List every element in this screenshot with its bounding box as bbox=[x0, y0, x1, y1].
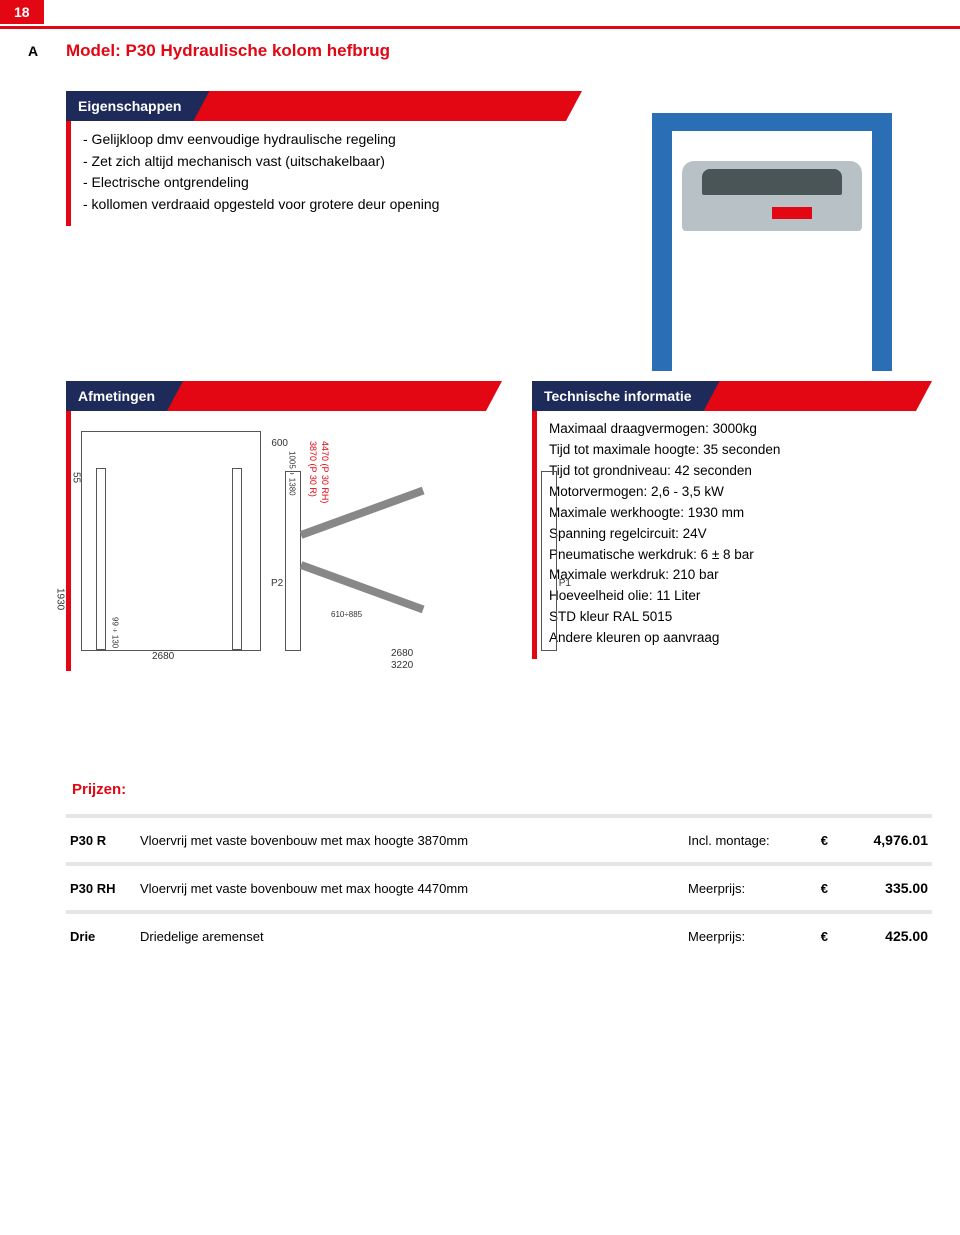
section-letter: A bbox=[28, 41, 56, 59]
prices-section: Prijzen: P30 R Vloervrij met vaste boven… bbox=[66, 781, 932, 952]
tech-line: Maximale werkdruk: 210 bar bbox=[549, 565, 920, 586]
dim-label: 610÷885 bbox=[331, 609, 362, 621]
lift-post-left bbox=[652, 131, 672, 371]
lift-post-right bbox=[872, 131, 892, 371]
dimensions-heading: Afmetingen bbox=[66, 381, 183, 411]
dim-label: P2 bbox=[271, 576, 283, 592]
brand-tag bbox=[772, 207, 812, 219]
price-divider bbox=[66, 814, 932, 818]
feature-item: - Electrische ontgrendeling bbox=[83, 172, 570, 194]
dim-label: 4470 (P 30 RH) bbox=[317, 441, 331, 503]
dim-label: P1 bbox=[559, 576, 571, 592]
page-title: Model: P30 Hydraulische kolom hefbrug bbox=[66, 41, 932, 61]
price-code: P30 R bbox=[70, 833, 140, 848]
price-label: Incl. montage: bbox=[688, 833, 808, 848]
dim-label: 99÷130 bbox=[108, 617, 120, 648]
top-rule bbox=[0, 26, 960, 29]
tech-line: Pneumatische werkdruk: 6 ± 8 bar bbox=[549, 545, 920, 566]
tech-body: Maximaal draagvermogen: 3000kg Tijd tot … bbox=[532, 411, 932, 659]
page-number-box: 18 bbox=[0, 0, 44, 24]
price-label: Meerprijs: bbox=[688, 881, 808, 896]
tech-line: Tijd tot maximale hoogte: 35 seconden bbox=[549, 440, 920, 461]
price-currency: € bbox=[808, 929, 828, 944]
dim-label: 1930 bbox=[52, 588, 68, 610]
prices-heading: Prijzen: bbox=[66, 781, 932, 798]
price-value: 4,976.01 bbox=[828, 832, 928, 848]
dim-label: 55 bbox=[68, 472, 84, 483]
dim-label: 2680 bbox=[152, 649, 174, 665]
price-value: 425.00 bbox=[828, 928, 928, 944]
tech-line: Spanning regelcircuit: 24V bbox=[549, 524, 920, 545]
price-currency: € bbox=[808, 881, 828, 896]
car-silhouette bbox=[682, 161, 862, 231]
price-currency: € bbox=[808, 833, 828, 848]
features-block: Eigenschappen - Gelijkloop dmv eenvoudig… bbox=[66, 91, 582, 226]
price-desc: Vloervrij met vaste bovenbouw met max ho… bbox=[140, 881, 688, 896]
lift-beam bbox=[652, 113, 892, 131]
product-image bbox=[622, 91, 922, 371]
price-divider bbox=[66, 862, 932, 866]
price-desc: Driedelige aremenset bbox=[140, 929, 688, 944]
tech-line: STD kleur RAL 5015 bbox=[549, 607, 920, 628]
dim-label: 3220 bbox=[391, 658, 413, 674]
feature-item: - kollomen verdraaid opgesteld voor grot… bbox=[83, 194, 570, 216]
tech-line: Motorvermogen: 2,6 - 3,5 kW bbox=[549, 482, 920, 503]
tech-heading: Technische informatie bbox=[532, 381, 720, 411]
tech-block: Technische informatie Maximaal draagverm… bbox=[532, 381, 932, 659]
dimensions-block: Afmetingen 55 600 2680 1930 bbox=[66, 381, 502, 671]
features-body: - Gelijkloop dmv eenvoudige hydraulische… bbox=[66, 121, 582, 226]
price-row: P30 R Vloervrij met vaste bovenbouw met … bbox=[66, 824, 932, 856]
tech-line: Tijd tot grondniveau: 42 seconden bbox=[549, 461, 920, 482]
dim-label: 1005÷1380 bbox=[285, 451, 297, 496]
feature-item: - Gelijkloop dmv eenvoudige hydraulische… bbox=[83, 129, 570, 151]
price-code: P30 RH bbox=[70, 881, 140, 896]
price-row: Drie Driedelige aremenset Meerprijs: € 4… bbox=[66, 920, 932, 952]
price-label: Meerprijs: bbox=[688, 929, 808, 944]
tech-line: Andere kleuren op aanvraag bbox=[549, 628, 920, 649]
feature-item: - Zet zich altijd mechanisch vast (uitsc… bbox=[83, 151, 570, 173]
features-heading: Eigenschappen bbox=[66, 91, 209, 121]
tech-line: Maximale werkhoogte: 1930 mm bbox=[549, 503, 920, 524]
price-code: Drie bbox=[70, 929, 140, 944]
tech-line: Hoeveelheid olie: 11 Liter bbox=[549, 586, 920, 607]
price-row: P30 RH Vloervrij met vaste bovenbouw met… bbox=[66, 872, 932, 904]
dimensions-diagram: 55 600 2680 1930 99÷130 bbox=[71, 411, 502, 671]
price-value: 335.00 bbox=[828, 880, 928, 896]
price-divider bbox=[66, 910, 932, 914]
tech-line: Maximaal draagvermogen: 3000kg bbox=[549, 419, 920, 440]
price-desc: Vloervrij met vaste bovenbouw met max ho… bbox=[140, 833, 688, 848]
